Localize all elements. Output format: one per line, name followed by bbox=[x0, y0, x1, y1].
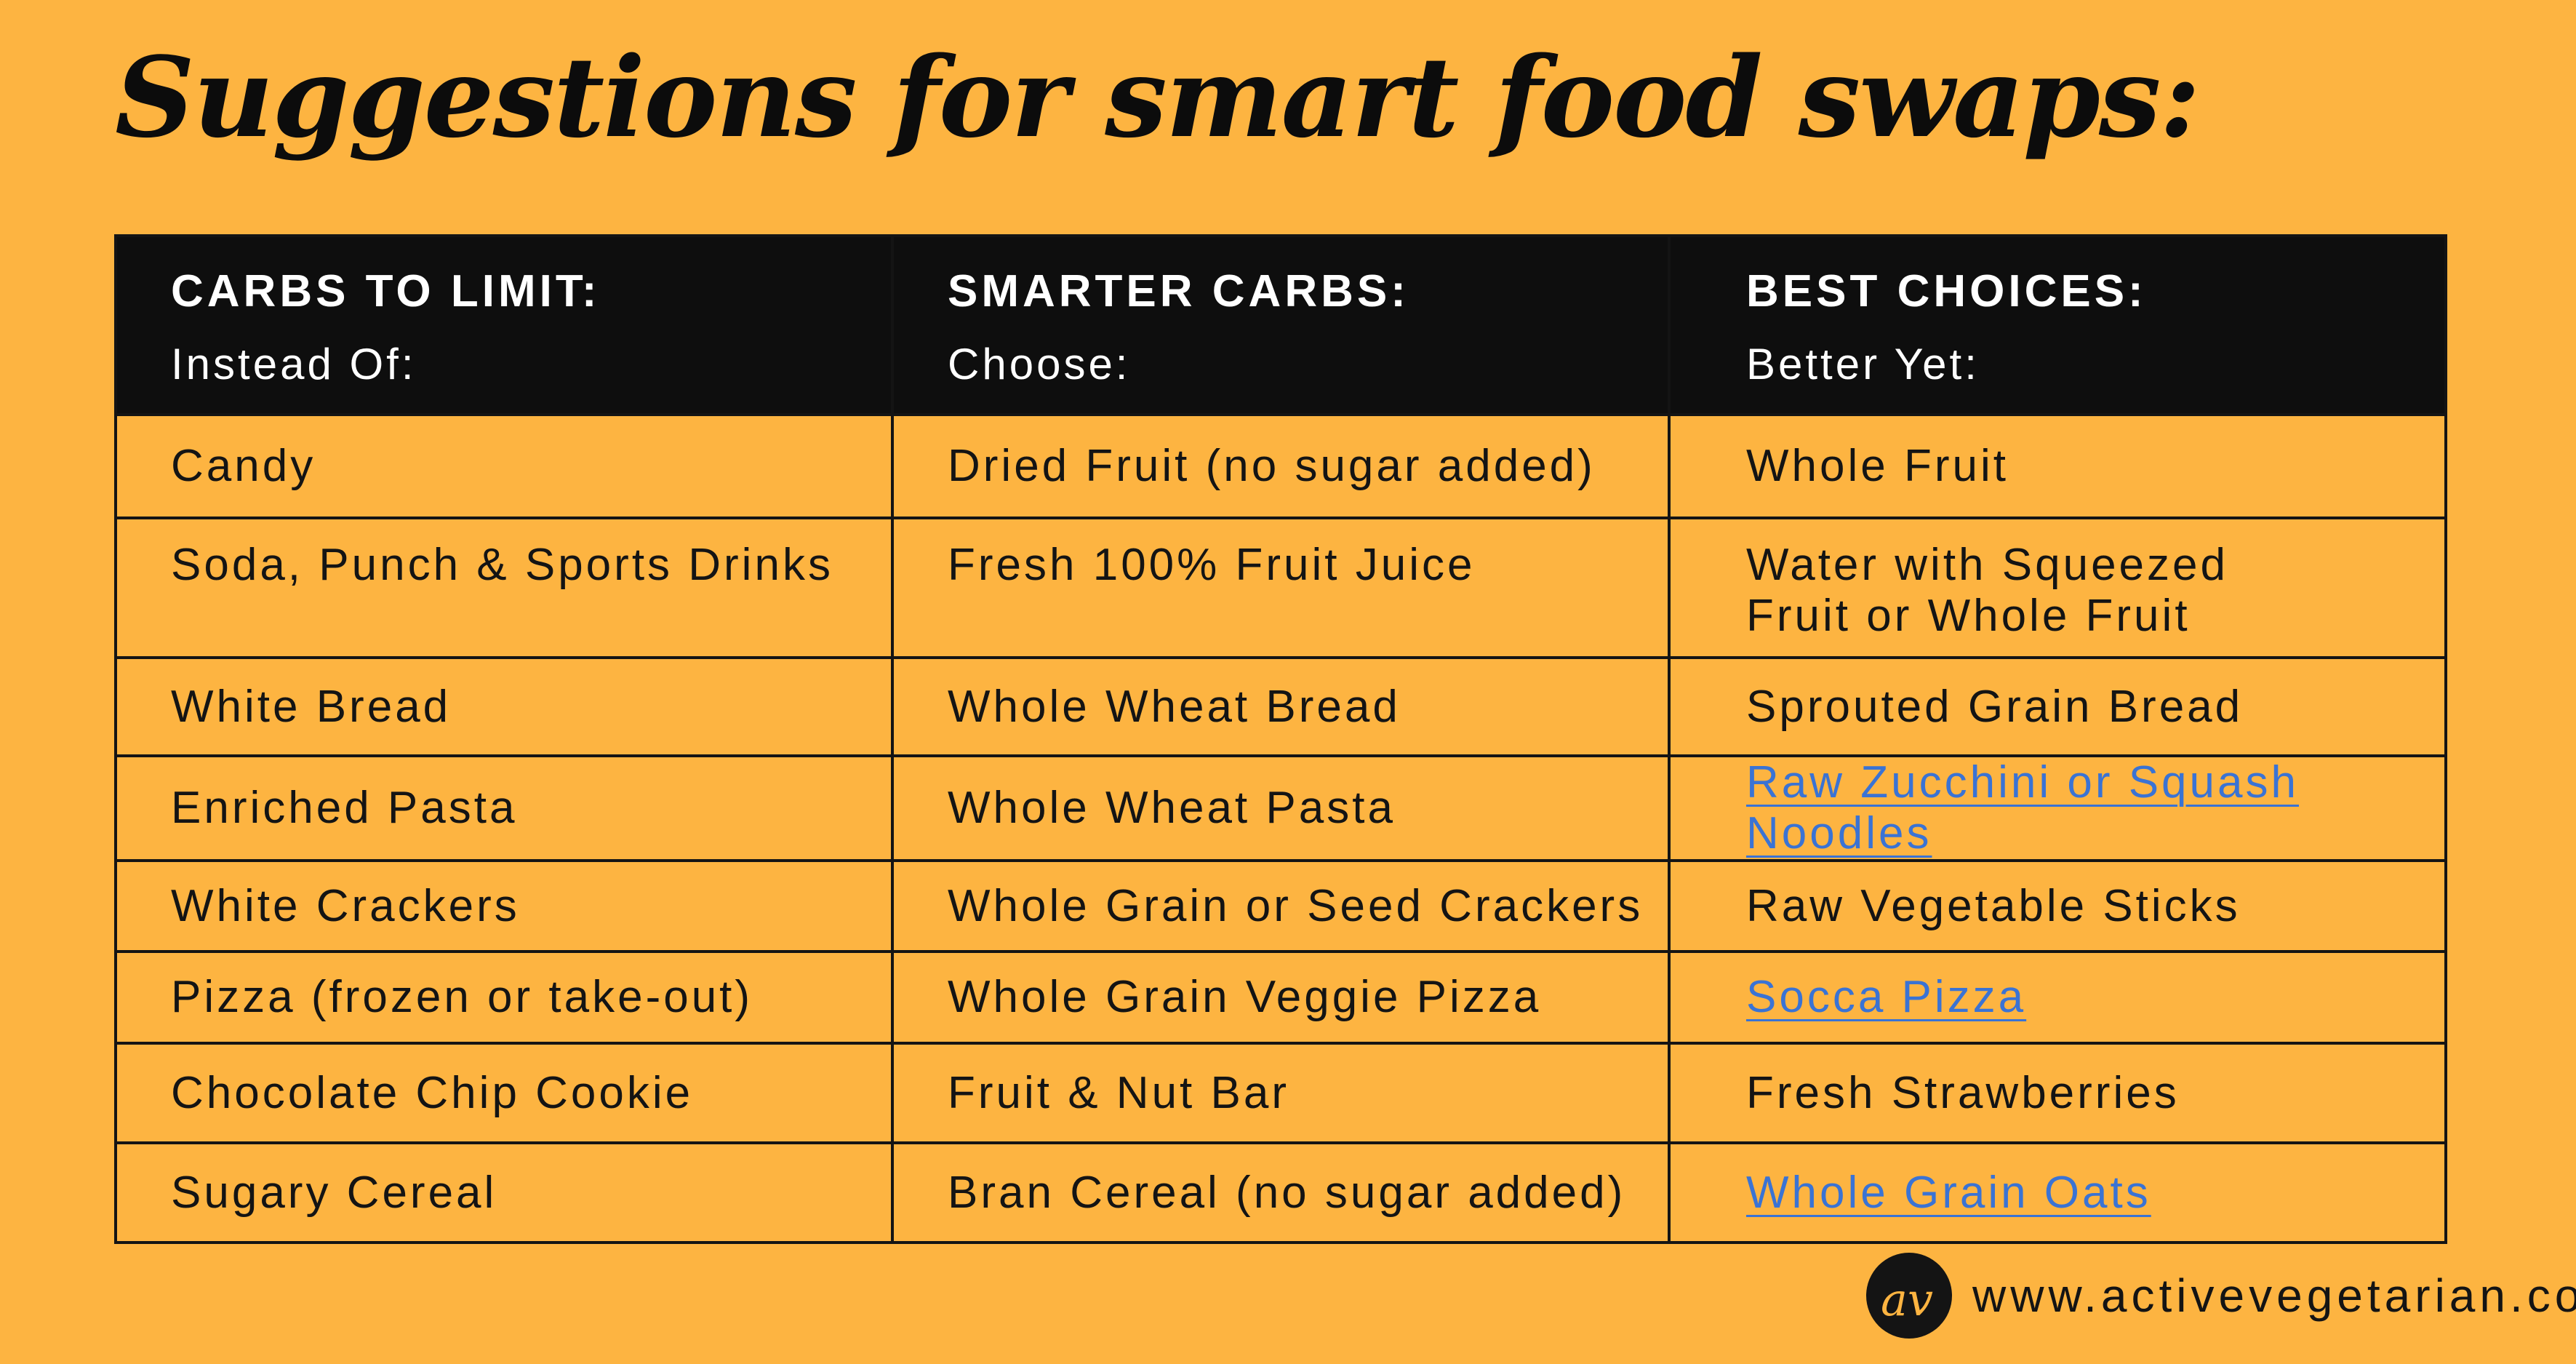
instead-of-cell: Enriched Pasta bbox=[114, 754, 894, 862]
better-yet-cell: Whole Fruit bbox=[1668, 413, 2447, 519]
header-smarter-carbs: SMARTER CARBS: Choose: bbox=[891, 234, 1671, 416]
header-main-label: BEST CHOICES: bbox=[1746, 266, 2147, 316]
header-carbs-to-limit: CARBS TO LIMIT: Instead Of: bbox=[114, 234, 894, 416]
choose-cell: Whole Wheat Bread bbox=[891, 656, 1671, 757]
table-row: Enriched Pasta Whole Wheat Pasta Raw Zuc… bbox=[114, 754, 2447, 862]
table-row: White Crackers Whole Grain or Seed Crack… bbox=[114, 859, 2447, 953]
choose-cell: Whole Wheat Pasta bbox=[891, 754, 1671, 862]
table-row: White Bread Whole Wheat Bread Sprouted G… bbox=[114, 656, 2447, 757]
av-logo-icon: av bbox=[1881, 1273, 1933, 1326]
socca-pizza-link[interactable]: Socca Pizza bbox=[1746, 972, 2027, 1022]
better-yet-cell: Water with Squeezed Fruit or Whole Fruit bbox=[1668, 517, 2447, 659]
instead-of-cell: Chocolate Chip Cookie bbox=[114, 1042, 894, 1144]
choose-cell: Fruit & Nut Bar bbox=[891, 1042, 1671, 1144]
activevegetarian-logo-icon: av bbox=[1866, 1253, 1952, 1339]
table-row: Chocolate Chip Cookie Fruit & Nut Bar Fr… bbox=[114, 1042, 2447, 1144]
choose-cell: Bran Cereal (no sugar added) bbox=[891, 1141, 1671, 1244]
better-yet-cell: Socca Pizza bbox=[1668, 950, 2447, 1045]
instead-of-cell: Candy bbox=[114, 413, 894, 519]
instead-of-cell: Sugary Cereal bbox=[114, 1141, 894, 1244]
better-yet-cell: Fresh Strawberries bbox=[1668, 1042, 2447, 1144]
choose-cell: Fresh 100% Fruit Juice bbox=[891, 517, 1671, 659]
table-header-row: CARBS TO LIMIT: Instead Of: SMARTER CARB… bbox=[114, 234, 2447, 416]
table-row: Soda, Punch & Sports Drinks Fresh 100% F… bbox=[114, 517, 2447, 659]
table-row: Candy Dried Fruit (no sugar added) Whole… bbox=[114, 413, 2447, 519]
header-sub-label: Choose: bbox=[948, 340, 1131, 388]
choose-cell: Whole Grain or Seed Crackers bbox=[891, 859, 1671, 953]
footer-brand: av www.activevegetarian.com bbox=[1866, 1253, 2576, 1339]
instead-of-cell: Pizza (frozen or take-out) bbox=[114, 950, 894, 1045]
header-sub-label: Instead Of: bbox=[171, 340, 417, 388]
header-main-label: CARBS TO LIMIT: bbox=[171, 266, 601, 316]
header-main-label: SMARTER CARBS: bbox=[948, 266, 1409, 316]
instead-of-cell: Soda, Punch & Sports Drinks bbox=[114, 517, 894, 659]
header-best-choices: BEST CHOICES: Better Yet: bbox=[1668, 234, 2447, 416]
choose-cell: Dried Fruit (no sugar added) bbox=[891, 413, 1671, 519]
website-url[interactable]: www.activevegetarian.com bbox=[1972, 1269, 2576, 1322]
table-row: Sugary Cereal Bran Cereal (no sugar adde… bbox=[114, 1141, 2447, 1244]
instead-of-cell: White Bread bbox=[114, 656, 894, 757]
choose-cell: Whole Grain Veggie Pizza bbox=[891, 950, 1671, 1045]
instead-of-cell: White Crackers bbox=[114, 859, 894, 953]
food-swaps-table: CARBS TO LIMIT: Instead Of: SMARTER CARB… bbox=[114, 234, 2447, 1244]
better-yet-cell: Raw Zucchini or Squash Noodles bbox=[1668, 754, 2447, 862]
logo-mark-text: av bbox=[1881, 1273, 1933, 1326]
page-title: Suggestions for smart food swaps: bbox=[115, 32, 2201, 162]
zucchini-noodles-link[interactable]: Raw Zucchini or Squash Noodles bbox=[1746, 757, 2299, 858]
header-sub-label: Better Yet: bbox=[1746, 340, 1980, 388]
better-yet-cell: Whole Grain Oats bbox=[1668, 1141, 2447, 1244]
better-yet-cell: Raw Vegetable Sticks bbox=[1668, 859, 2447, 953]
table-row: Pizza (frozen or take-out) Whole Grain V… bbox=[114, 950, 2447, 1045]
better-yet-cell: Sprouted Grain Bread bbox=[1668, 656, 2447, 757]
whole-grain-oats-link[interactable]: Whole Grain Oats bbox=[1746, 1167, 2151, 1218]
